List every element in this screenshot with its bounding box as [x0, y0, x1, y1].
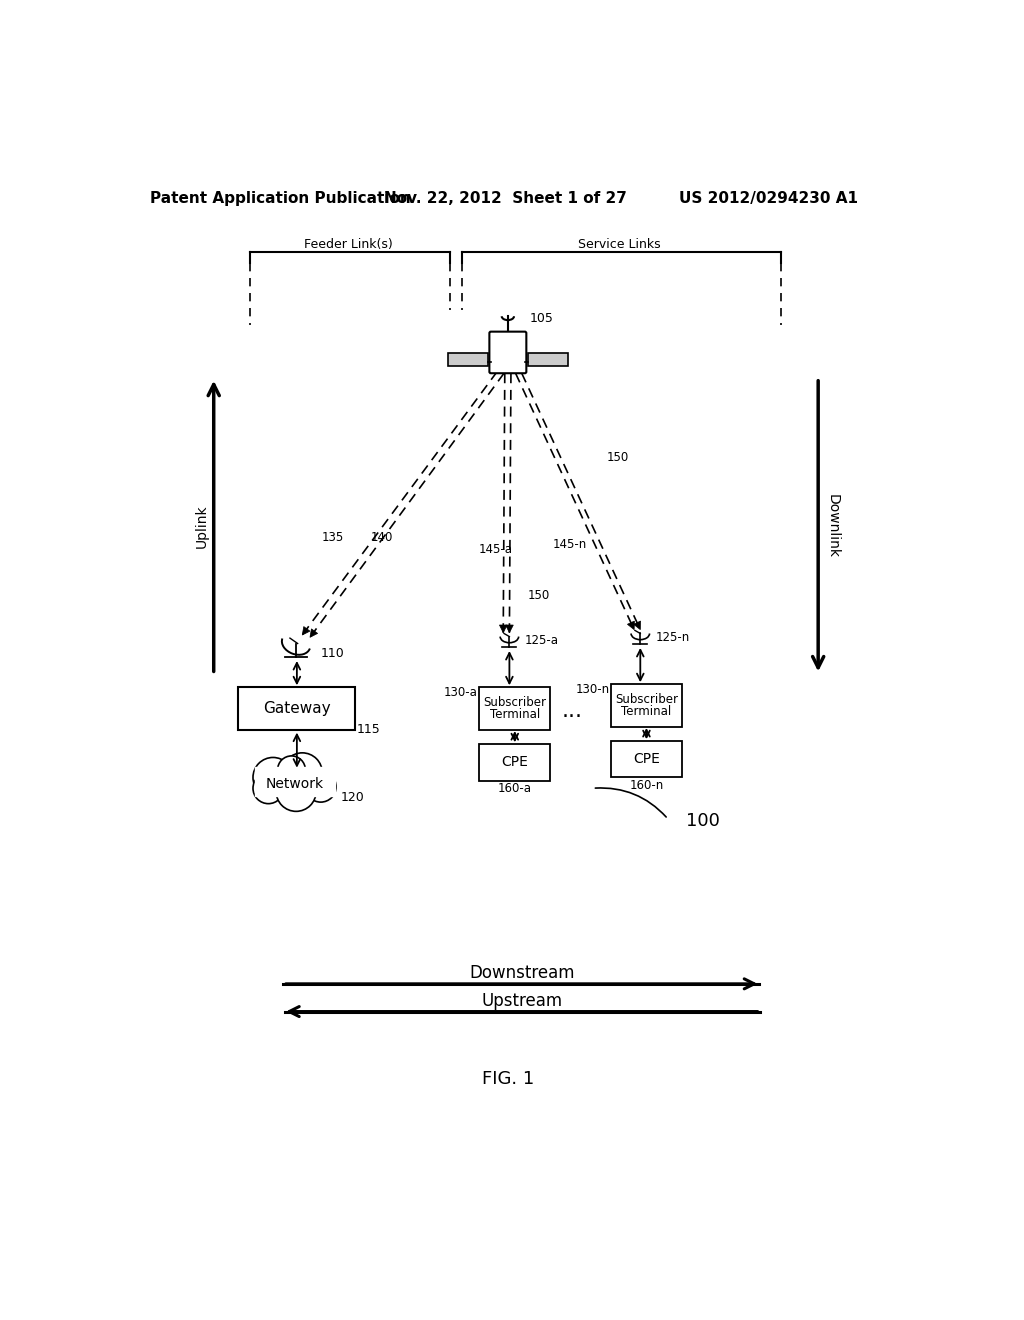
Text: 120: 120	[341, 791, 365, 804]
Text: 110: 110	[321, 647, 344, 660]
Text: Terminal: Terminal	[489, 708, 540, 721]
Polygon shape	[634, 620, 641, 630]
Text: Feeder Link(s): Feeder Link(s)	[304, 238, 393, 251]
Text: 100: 100	[686, 812, 720, 829]
FancyBboxPatch shape	[611, 684, 682, 726]
Text: 140: 140	[371, 531, 393, 544]
Text: Network: Network	[265, 776, 324, 791]
Circle shape	[253, 774, 284, 804]
Text: CPE: CPE	[502, 755, 528, 770]
Text: 130-n: 130-n	[575, 684, 609, 696]
Text: 145-a: 145-a	[478, 543, 513, 556]
FancyBboxPatch shape	[239, 686, 355, 730]
Text: 150: 150	[528, 589, 550, 602]
FancyBboxPatch shape	[479, 743, 550, 780]
Circle shape	[283, 752, 323, 793]
Polygon shape	[302, 627, 310, 635]
Polygon shape	[628, 620, 635, 630]
Text: CPE: CPE	[633, 752, 659, 766]
Circle shape	[278, 756, 305, 784]
Text: Upstream: Upstream	[481, 991, 562, 1010]
Text: Subscriber: Subscriber	[483, 696, 546, 709]
Text: FIG. 1: FIG. 1	[481, 1071, 534, 1088]
FancyBboxPatch shape	[489, 331, 526, 374]
Polygon shape	[310, 628, 317, 638]
Text: Downlink: Downlink	[825, 495, 840, 558]
Polygon shape	[500, 624, 507, 632]
FancyBboxPatch shape	[611, 741, 682, 777]
Bar	[447, 354, 487, 366]
Text: 125-n: 125-n	[655, 631, 690, 644]
Text: Uplink: Uplink	[195, 504, 209, 548]
Circle shape	[253, 758, 293, 797]
Text: Downstream: Downstream	[469, 964, 574, 982]
Bar	[255, 767, 335, 796]
Text: 130-a: 130-a	[443, 686, 477, 700]
Text: 160-a: 160-a	[498, 781, 531, 795]
Text: Gateway: Gateway	[263, 701, 331, 715]
Text: US 2012/0294230 A1: US 2012/0294230 A1	[679, 191, 858, 206]
Text: Subscriber: Subscriber	[615, 693, 678, 706]
Text: 150: 150	[606, 450, 629, 463]
Polygon shape	[506, 624, 513, 632]
Text: 125-a: 125-a	[524, 634, 559, 647]
FancyBboxPatch shape	[479, 686, 550, 730]
Circle shape	[276, 771, 316, 812]
Text: 145-n: 145-n	[553, 539, 587, 552]
Text: Terminal: Terminal	[622, 705, 672, 718]
Text: 105: 105	[529, 312, 553, 325]
Text: 135: 135	[322, 531, 344, 544]
Text: ...: ...	[562, 701, 583, 721]
Text: Service Links: Service Links	[579, 238, 660, 251]
Text: 115: 115	[357, 723, 381, 737]
Bar	[528, 354, 568, 366]
Text: 160-n: 160-n	[630, 779, 664, 792]
Text: Patent Application Publication: Patent Application Publication	[151, 191, 411, 206]
Circle shape	[305, 771, 336, 803]
Text: Nov. 22, 2012  Sheet 1 of 27: Nov. 22, 2012 Sheet 1 of 27	[384, 191, 627, 206]
